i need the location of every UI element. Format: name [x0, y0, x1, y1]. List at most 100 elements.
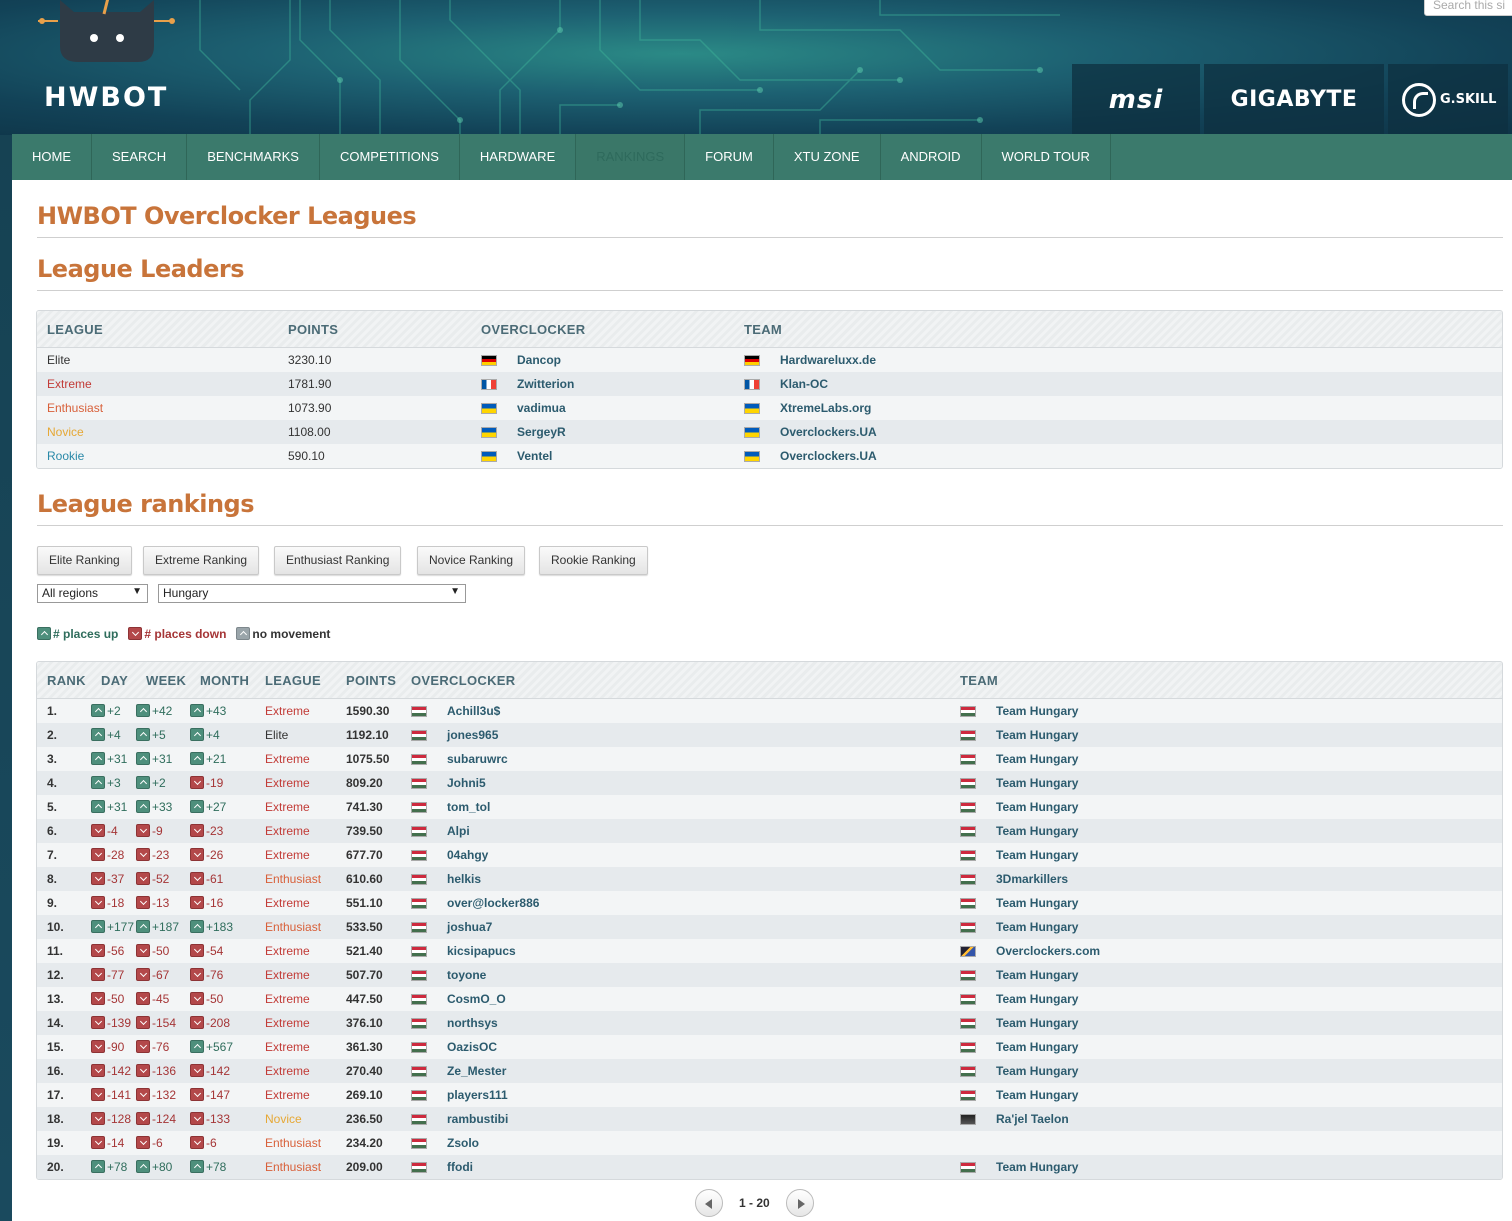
search-input[interactable]: Search this si — [1424, 0, 1512, 16]
team-link[interactable]: Team Hungary — [996, 1040, 1079, 1054]
sponsor-gigabyte-logo[interactable]: GIGABYTE — [1204, 64, 1384, 135]
team-link[interactable]: Hardwareluxx.de — [780, 353, 877, 367]
overclocker-link[interactable]: vadimua — [517, 401, 566, 415]
league-name[interactable]: Extreme — [265, 776, 310, 790]
overclocker-link[interactable]: northsys — [447, 1016, 498, 1030]
rookie-ranking-button[interactable]: Rookie Ranking — [539, 546, 648, 575]
nav-item-benchmarks[interactable]: BENCHMARKS — [187, 134, 320, 180]
team-link[interactable]: Team Hungary — [996, 800, 1079, 814]
site-logo-text[interactable]: HWBOT — [44, 82, 169, 113]
nav-item-rankings[interactable]: RANKINGS — [576, 134, 686, 180]
team-link[interactable]: Team Hungary — [996, 1016, 1079, 1030]
novice-ranking-button[interactable]: Novice Ranking — [417, 546, 526, 575]
col-rank[interactable]: RANK — [47, 673, 86, 688]
league-name[interactable]: Extreme — [265, 1016, 310, 1030]
team-link[interactable]: Team Hungary — [996, 752, 1079, 766]
overclocker-link[interactable]: Alpi — [447, 824, 470, 838]
col-points[interactable]: POINTS — [288, 322, 339, 337]
overclocker-link[interactable]: over@locker886 — [447, 896, 540, 910]
league-name[interactable]: Enthusiast — [47, 401, 104, 415]
nav-item-xtu-zone[interactable]: XTU ZONE — [774, 134, 881, 180]
team-link[interactable]: Team Hungary — [996, 1088, 1079, 1102]
nav-item-hardware[interactable]: HARDWARE — [460, 134, 577, 180]
league-name[interactable]: Extreme — [47, 377, 92, 391]
nav-item-home[interactable]: HOME — [12, 134, 92, 180]
overclocker-link[interactable]: Zwitterion — [517, 377, 575, 391]
sponsor-gskill-logo[interactable]: G.SKILL — [1388, 64, 1508, 135]
overclocker-link[interactable]: kicsipapucs — [447, 944, 516, 958]
league-name[interactable]: Extreme — [265, 992, 310, 1006]
extreme-ranking-button[interactable]: Extreme Ranking — [143, 546, 260, 575]
col-month[interactable]: MONTH — [200, 673, 250, 688]
col-points[interactable]: POINTS — [346, 673, 397, 688]
team-link[interactable]: Team Hungary — [996, 824, 1079, 838]
overclocker-link[interactable]: tom_tol — [447, 800, 491, 814]
elite-ranking-button[interactable]: Elite Ranking — [37, 546, 132, 575]
league-name[interactable]: Enthusiast — [265, 920, 322, 934]
overclocker-link[interactable]: OazisOC — [447, 1040, 498, 1054]
league-name[interactable]: Rookie — [47, 449, 85, 463]
league-name[interactable]: Extreme — [265, 1088, 310, 1102]
overclocker-link[interactable]: Johni5 — [447, 776, 486, 790]
team-link[interactable]: 3Dmarkillers — [996, 872, 1069, 886]
team-link[interactable]: Team Hungary — [996, 1160, 1079, 1174]
league-name[interactable]: Elite — [47, 353, 71, 367]
col-day[interactable]: DAY — [101, 673, 129, 688]
overclocker-link[interactable]: helkis — [447, 872, 482, 886]
team-link[interactable]: Team Hungary — [996, 728, 1079, 742]
overclocker-link[interactable]: ffodi — [447, 1160, 473, 1174]
nav-item-search[interactable]: SEARCH — [92, 134, 188, 180]
nav-item-forum[interactable]: FORUM — [685, 134, 774, 180]
league-name[interactable]: Extreme — [265, 800, 310, 814]
league-name[interactable]: Extreme — [265, 848, 310, 862]
team-link[interactable]: XtremeLabs.org — [780, 401, 872, 415]
league-name[interactable]: Extreme — [265, 824, 310, 838]
col-league[interactable]: LEAGUE — [47, 322, 103, 337]
team-link[interactable]: Overclockers.UA — [780, 449, 877, 463]
col-team[interactable]: TEAM — [744, 322, 783, 337]
country-select[interactable]: Hungary ▼ — [158, 584, 466, 603]
nav-item-competitions[interactable]: COMPETITIONS — [320, 134, 460, 180]
team-link[interactable]: Ra'jel Taelon — [996, 1112, 1069, 1126]
team-link[interactable]: Team Hungary — [996, 896, 1079, 910]
overclocker-link[interactable]: Zsolo — [447, 1136, 479, 1150]
team-link[interactable]: Team Hungary — [996, 968, 1079, 982]
overclocker-link[interactable]: CosmO_O — [447, 992, 506, 1006]
overclocker-link[interactable]: toyone — [447, 968, 487, 982]
nav-item-world-tour[interactable]: WORLD TOUR — [982, 134, 1111, 180]
overclocker-link[interactable]: jones965 — [447, 728, 499, 742]
overclocker-link[interactable]: SergeyR — [517, 425, 566, 439]
overclocker-link[interactable]: subaruwrc — [447, 752, 508, 766]
col-week[interactable]: WEEK — [146, 673, 187, 688]
overclocker-link[interactable]: Achill3u$ — [447, 704, 501, 718]
team-link[interactable]: Team Hungary — [996, 1064, 1079, 1078]
league-name[interactable]: Extreme — [265, 704, 310, 718]
team-link[interactable]: Team Hungary — [996, 992, 1079, 1006]
team-link[interactable]: Overclockers.UA — [780, 425, 877, 439]
team-link[interactable]: Team Hungary — [996, 848, 1079, 862]
previous-page-icon[interactable] — [695, 1189, 723, 1217]
league-name[interactable]: Enthusiast — [265, 1160, 322, 1174]
overclocker-link[interactable]: Dancop — [517, 353, 562, 367]
league-name[interactable]: Novice — [47, 425, 84, 439]
enthusiast-ranking-button[interactable]: Enthusiast Ranking — [274, 546, 402, 575]
team-link[interactable]: Team Hungary — [996, 920, 1079, 934]
overclocker-link[interactable]: 04ahgy — [447, 848, 489, 862]
overclocker-link[interactable]: players111 — [447, 1088, 508, 1102]
overclocker-link[interactable]: joshua7 — [447, 920, 493, 934]
league-name[interactable]: Extreme — [265, 968, 310, 982]
team-link[interactable]: Team Hungary — [996, 704, 1079, 718]
team-link[interactable]: Team Hungary — [996, 776, 1079, 790]
overclocker-link[interactable]: Ventel — [517, 449, 553, 463]
team-link[interactable]: Overclockers.com — [996, 944, 1101, 958]
league-name[interactable]: Enthusiast — [265, 872, 322, 886]
nav-item-android[interactable]: ANDROID — [881, 134, 982, 180]
overclocker-link[interactable]: Ze_Mester — [447, 1064, 507, 1078]
region-select[interactable]: All regions ▼ — [37, 584, 148, 603]
league-name[interactable]: Elite — [265, 728, 289, 742]
col-league[interactable]: LEAGUE — [265, 673, 321, 688]
league-name[interactable]: Extreme — [265, 1064, 310, 1078]
league-name[interactable]: Extreme — [265, 1040, 310, 1054]
sponsor-msi-logo[interactable]: msi — [1072, 64, 1200, 135]
league-name[interactable]: Extreme — [265, 752, 310, 766]
